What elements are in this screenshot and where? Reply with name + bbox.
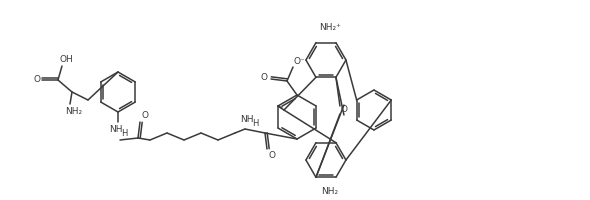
Text: O: O	[268, 150, 276, 160]
Text: NH: NH	[240, 114, 254, 123]
Text: H: H	[252, 118, 258, 128]
Text: NH₂⁺: NH₂⁺	[319, 23, 341, 32]
Text: O⁻: O⁻	[293, 56, 305, 66]
Text: NH₂: NH₂	[322, 188, 339, 196]
Text: O: O	[340, 106, 348, 114]
Text: O: O	[261, 72, 267, 82]
Text: H: H	[121, 130, 127, 138]
Text: NH: NH	[109, 126, 123, 134]
Text: OH: OH	[59, 55, 73, 64]
Text: NH₂: NH₂	[65, 108, 83, 116]
Text: O: O	[34, 75, 41, 84]
Text: O: O	[142, 112, 149, 120]
